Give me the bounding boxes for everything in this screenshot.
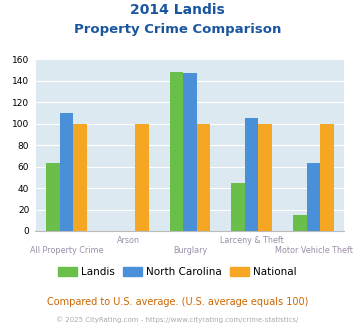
Text: 2014 Landis: 2014 Landis (130, 3, 225, 17)
Bar (258, 124, 272, 231)
Bar (46, 163, 60, 231)
Text: Property Crime Comparison: Property Crime Comparison (74, 23, 281, 36)
Text: © 2025 CityRating.com - https://www.cityrating.com/crime-statistics/: © 2025 CityRating.com - https://www.city… (56, 317, 299, 323)
Text: Arson: Arson (117, 236, 140, 245)
Text: Motor Vehicle Theft: Motor Vehicle Theft (274, 246, 353, 255)
Text: All Property Crime: All Property Crime (29, 246, 103, 255)
Text: Compared to U.S. average. (U.S. average equals 100): Compared to U.S. average. (U.S. average … (47, 297, 308, 307)
Legend: Landis, North Carolina, National: Landis, North Carolina, National (54, 263, 301, 281)
Bar (307, 163, 320, 231)
Bar (245, 118, 258, 231)
Text: Larceny & Theft: Larceny & Theft (220, 236, 284, 245)
Bar (135, 124, 148, 231)
Bar (73, 124, 87, 231)
Text: Burglary: Burglary (173, 246, 207, 255)
Bar (183, 73, 197, 231)
Bar (60, 113, 73, 231)
Bar (197, 124, 210, 231)
Bar (231, 183, 245, 231)
Bar (320, 124, 334, 231)
Bar (293, 215, 307, 231)
Bar (170, 72, 183, 231)
